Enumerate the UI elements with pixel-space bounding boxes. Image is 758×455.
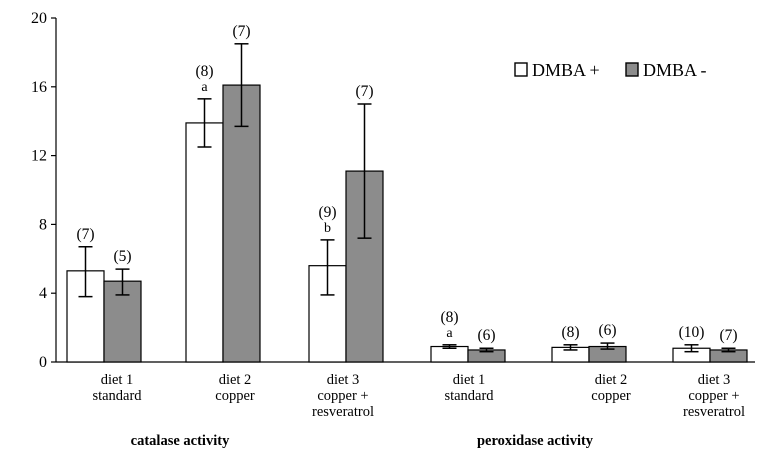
n-count-label: (10) [679, 324, 705, 341]
category-label: diet 2 [219, 372, 252, 388]
y-tick-label: 12 [31, 148, 47, 165]
category-label: diet 2 [595, 372, 628, 388]
category-label: copper + [688, 388, 739, 404]
significance-letter: a [201, 80, 208, 95]
bar [103, 280, 142, 363]
category-label: diet 3 [327, 372, 360, 388]
n-count-label: (5) [113, 248, 131, 265]
legend: DMBA + DMBA - [514, 60, 707, 80]
group-label: catalase activity [131, 433, 230, 449]
group-label: peroxidase activity [477, 433, 594, 449]
category-label: resveratrol [683, 404, 745, 420]
n-count-label: (6) [477, 327, 495, 344]
n-count-label: (7) [355, 83, 373, 100]
category-label: copper + [317, 388, 368, 404]
y-tick-label: 20 [31, 10, 47, 27]
category-label: copper [215, 388, 255, 404]
legend-label: DMBA + [532, 60, 600, 80]
bar [222, 84, 261, 363]
category-label: copper [591, 388, 631, 404]
bars [66, 43, 748, 363]
n-count-label: (8) [195, 63, 213, 80]
n-count-label: (7) [76, 226, 94, 243]
y-tick-label: 4 [39, 285, 47, 302]
n-count-label: (8) [440, 309, 458, 326]
significance-letter: b [324, 221, 331, 236]
n-count-label: (7) [232, 23, 250, 40]
category-label: standard [444, 388, 494, 404]
y-tick-label: 0 [39, 354, 47, 371]
legend-swatch [625, 62, 639, 77]
n-count-label: (6) [598, 322, 616, 339]
category-label: diet 1 [101, 372, 134, 388]
y-tick-label: 16 [31, 79, 47, 96]
category-label: resveratrol [312, 404, 374, 420]
bar [185, 122, 224, 363]
category-label: diet 3 [698, 372, 731, 388]
n-count-label: (9) [318, 204, 336, 221]
legend-swatch [514, 62, 528, 77]
y-tick-label: 8 [39, 216, 47, 233]
legend-label: DMBA - [643, 60, 707, 80]
significance-letter: a [446, 326, 453, 341]
category-label: diet 1 [453, 372, 486, 388]
category-label: standard [92, 388, 142, 404]
n-count-label: (7) [719, 327, 737, 344]
n-count-label: (8) [561, 324, 579, 341]
axes: 0 4 8 12 16 20 [31, 10, 755, 371]
